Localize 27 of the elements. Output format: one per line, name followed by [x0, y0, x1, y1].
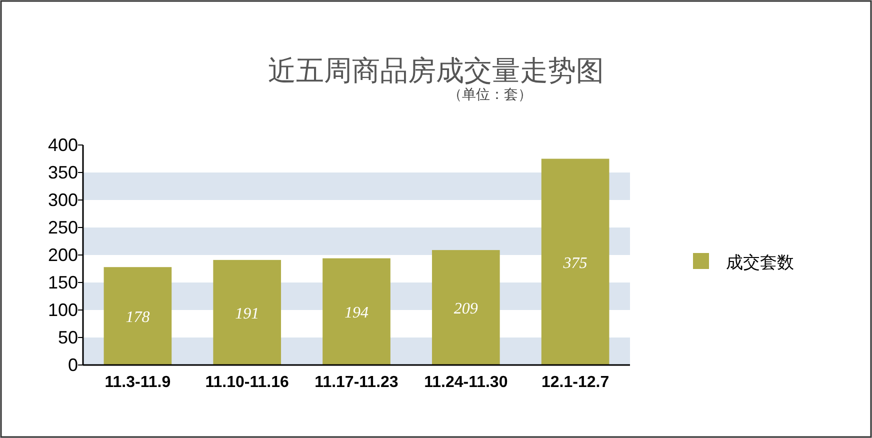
bar	[432, 250, 500, 365]
y-tick-label: 200	[48, 245, 78, 265]
y-tick-label: 50	[58, 328, 78, 348]
bar	[104, 267, 172, 365]
x-tick-label: 12.1-12.7	[541, 374, 610, 391]
y-tick-label: 100	[48, 300, 78, 320]
bar	[322, 258, 390, 365]
bar	[213, 260, 282, 365]
y-tick-label: 0	[68, 355, 78, 375]
chart-title: 近五周商品房成交量走势图	[268, 54, 604, 87]
data-label: 178	[126, 309, 150, 326]
chart-subtitle: （单位：套）	[448, 87, 532, 103]
x-tick-label: 11.10-11.16	[205, 374, 290, 391]
data-label: 194	[344, 304, 368, 322]
y-tick-label: 150	[48, 272, 78, 292]
data-label: 209	[454, 300, 478, 318]
data-label: 191	[235, 305, 260, 322]
bar	[541, 158, 610, 365]
y-tick-label: 300	[48, 190, 78, 210]
x-tick-label: 11.24-11.30	[424, 374, 508, 391]
y-tick-label: 250	[48, 218, 78, 238]
y-tick-label: 400	[48, 135, 78, 155]
y-tick-label: 350	[48, 162, 78, 182]
x-tick-label: 11.17-11.23	[314, 374, 398, 391]
x-tick-label: 11.3-11.9	[104, 374, 171, 391]
legend-label: 成交套数	[726, 253, 794, 273]
data-label: 375	[562, 254, 588, 272]
